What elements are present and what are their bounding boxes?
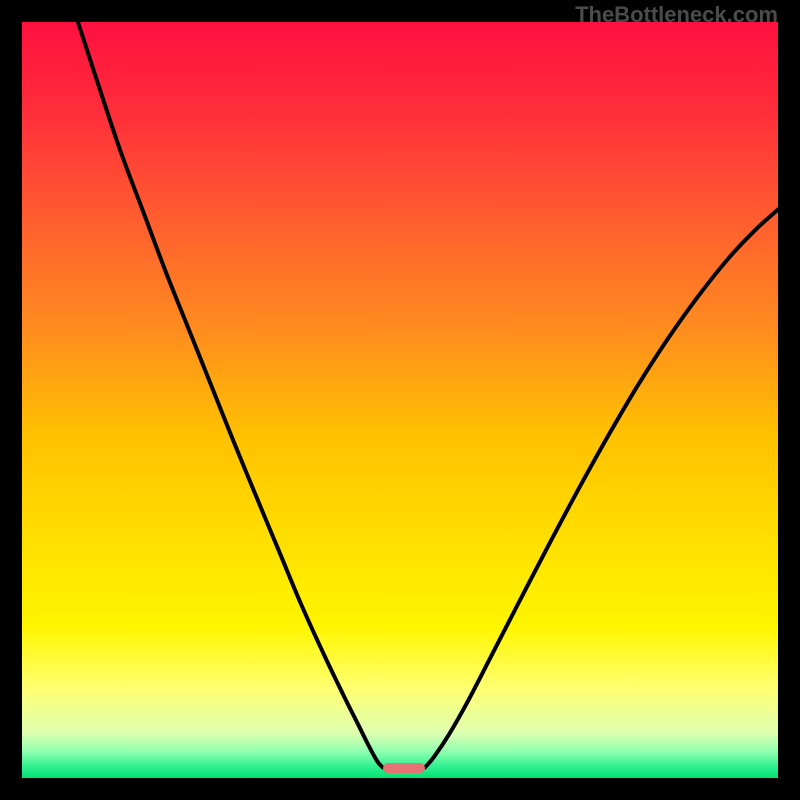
- optimal-range-marker: [383, 763, 425, 774]
- frame-bottom: [0, 778, 800, 800]
- frame-left: [0, 0, 22, 800]
- watermark-text: TheBottleneck.com: [575, 2, 778, 28]
- frame-right: [778, 0, 800, 800]
- plot-area: [22, 22, 778, 778]
- plot-background: [22, 22, 778, 778]
